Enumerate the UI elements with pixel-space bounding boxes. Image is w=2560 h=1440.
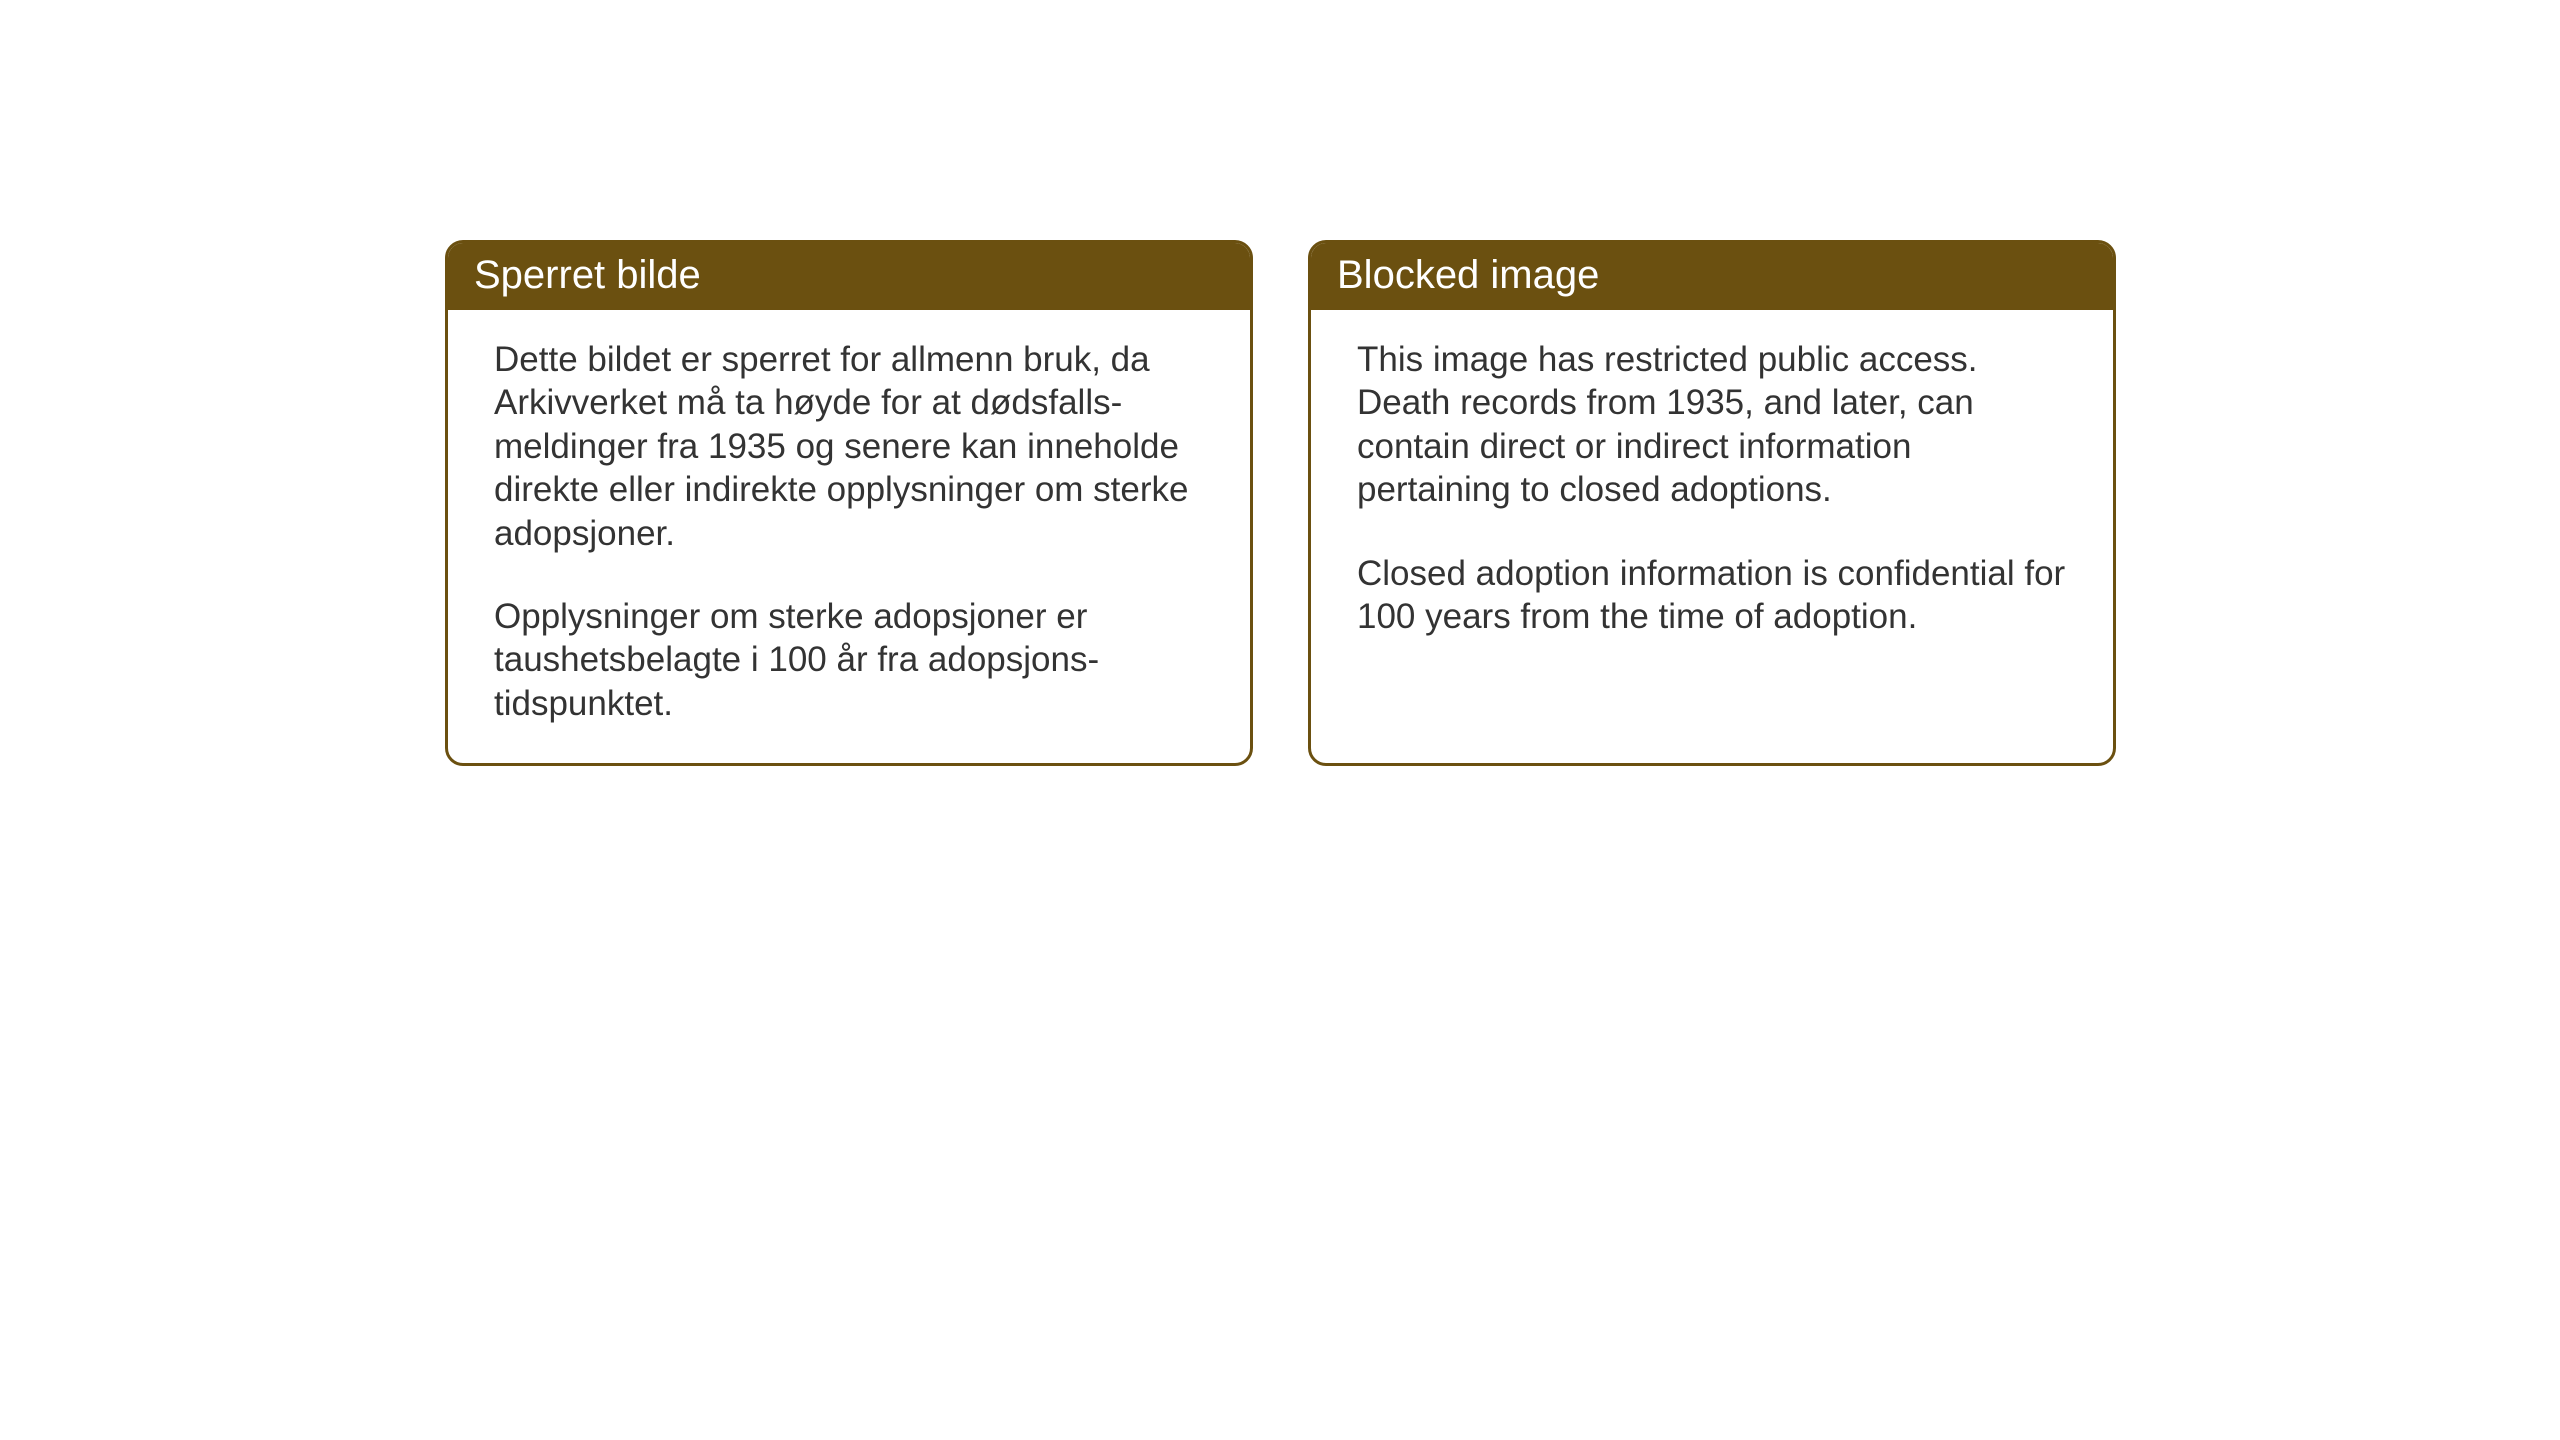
- notice-container: Sperret bilde Dette bildet er sperret fo…: [445, 240, 2116, 766]
- notice-box-english: Blocked image This image has restricted …: [1308, 240, 2116, 766]
- notice-header-norwegian: Sperret bilde: [448, 243, 1250, 310]
- notice-body-norwegian: Dette bildet er sperret for allmenn bruk…: [448, 310, 1250, 763]
- notice-paragraph-1-norwegian: Dette bildet er sperret for allmenn bruk…: [494, 338, 1204, 555]
- notice-title-norwegian: Sperret bilde: [474, 253, 701, 297]
- notice-paragraph-2-norwegian: Opplysninger om sterke adopsjoner er tau…: [494, 595, 1204, 725]
- notice-box-norwegian: Sperret bilde Dette bildet er sperret fo…: [445, 240, 1253, 766]
- notice-body-english: This image has restricted public access.…: [1311, 310, 2113, 676]
- notice-header-english: Blocked image: [1311, 243, 2113, 310]
- notice-title-english: Blocked image: [1337, 253, 1599, 297]
- notice-paragraph-1-english: This image has restricted public access.…: [1357, 338, 2067, 512]
- notice-paragraph-2-english: Closed adoption information is confident…: [1357, 552, 2067, 639]
